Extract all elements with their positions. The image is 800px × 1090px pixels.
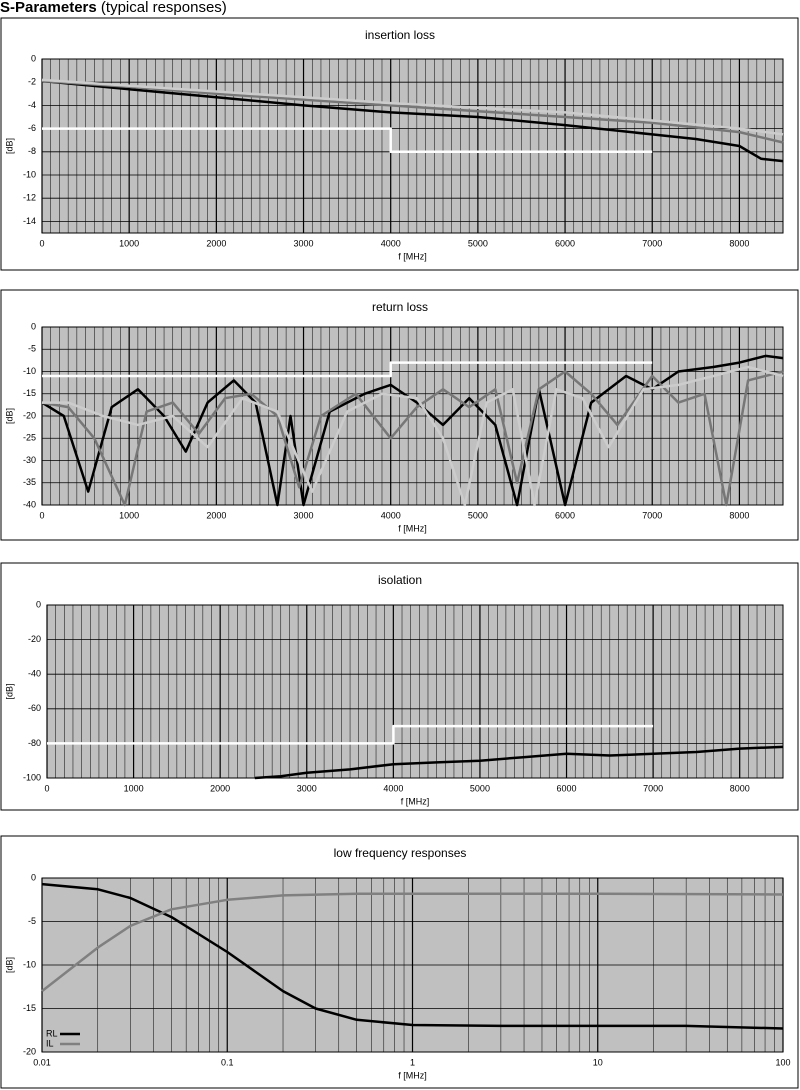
x-axis-label: f [MHz] — [401, 796, 430, 806]
x-tick-label: 6000 — [557, 783, 577, 793]
x-axis-label: f [MHz] — [398, 1070, 427, 1080]
x-tick-label: 3000 — [294, 238, 314, 248]
chart-title: insertion loss — [365, 28, 435, 42]
y-tick-label: -10 — [23, 959, 36, 969]
y-axis-label: [dB] — [4, 683, 14, 699]
y-tick-label: -20 — [28, 634, 41, 644]
header-subtitle: (typical responses) — [101, 0, 227, 16]
y-tick-label: -2 — [28, 77, 36, 87]
y-tick-label: -25 — [23, 433, 36, 443]
legend-label: IL — [46, 1038, 54, 1048]
y-tick-label: -12 — [23, 193, 36, 203]
data-line — [41, 892, 784, 993]
y-tick-label: -20 — [23, 1046, 36, 1056]
header-title: S-Parameters — [0, 0, 97, 16]
y-axis-label: [dB] — [4, 408, 14, 424]
chart-title: isolation — [378, 573, 422, 587]
x-tick-label: 3000 — [297, 783, 317, 793]
y-tick-label: 0 — [31, 872, 36, 882]
x-tick-label: 1 — [410, 1057, 415, 1067]
y-tick-label: -80 — [28, 738, 41, 748]
y-tick-label: -14 — [23, 216, 36, 226]
x-tick-label: 8000 — [729, 238, 749, 248]
data-line — [41, 79, 784, 144]
y-tick-label: -100 — [23, 772, 41, 782]
y-tick-label: -20 — [23, 410, 36, 420]
data-line — [41, 78, 784, 136]
x-tick-label: 0 — [39, 510, 44, 520]
data-line — [254, 745, 784, 780]
y-tick-label: 0 — [36, 599, 41, 609]
y-axis-label: [dB] — [4, 138, 14, 154]
x-tick-label: 5000 — [468, 510, 488, 520]
x-tick-label: 7000 — [642, 238, 662, 248]
x-tick-label: 8000 — [730, 783, 750, 793]
plot-area — [41, 58, 784, 234]
x-tick-label: 7000 — [643, 783, 663, 793]
x-tick-label: 5000 — [468, 238, 488, 248]
data-line — [42, 361, 653, 378]
y-tick-label: -5 — [28, 916, 36, 926]
x-tick-label: 5000 — [470, 783, 490, 793]
chart-title: low frequency responses — [334, 846, 467, 860]
x-tick-label: 1000 — [124, 783, 144, 793]
x-tick-label: 2000 — [210, 783, 230, 793]
x-tick-label: 0.01 — [33, 1057, 51, 1067]
y-tick-label: -15 — [23, 388, 36, 398]
y-tick-label: -15 — [23, 1003, 36, 1013]
x-tick-label: 2000 — [206, 510, 226, 520]
x-axis-label: f [MHz] — [398, 251, 427, 261]
x-tick-label: 7000 — [642, 510, 662, 520]
y-tick-label: 0 — [31, 53, 36, 63]
legend-label: RL — [46, 1028, 58, 1038]
data-line — [41, 882, 784, 1030]
y-tick-label: 0 — [31, 321, 36, 331]
y-tick-label: -40 — [23, 499, 36, 509]
y-tick-label: -40 — [28, 669, 41, 679]
data-line — [41, 79, 784, 163]
x-tick-label: 8000 — [729, 510, 749, 520]
x-axis-label: f [MHz] — [398, 523, 427, 533]
y-tick-label: -10 — [23, 366, 36, 376]
y-axis-label: [dB] — [4, 957, 14, 973]
x-tick-label: 4000 — [383, 783, 403, 793]
plot-area — [46, 604, 784, 779]
data-line — [47, 724, 654, 745]
x-tick-label: 1000 — [119, 238, 139, 248]
x-tick-label: 6000 — [555, 238, 575, 248]
header: S-Parameters (typical responses) — [0, 0, 227, 16]
x-tick-label: 4000 — [381, 510, 401, 520]
x-tick-label: 3000 — [294, 510, 314, 520]
y-tick-label: -60 — [28, 703, 41, 713]
x-tick-label: 1000 — [119, 510, 139, 520]
y-tick-label: -6 — [28, 123, 36, 133]
chart-title: return loss — [372, 300, 428, 314]
y-tick-label: -8 — [28, 146, 36, 156]
y-tick-label: -30 — [23, 455, 36, 465]
x-tick-label: 0.1 — [221, 1057, 234, 1067]
y-tick-label: -4 — [28, 100, 36, 110]
x-tick-label: 10 — [593, 1057, 603, 1067]
y-tick-label: -10 — [23, 169, 36, 179]
data-line — [42, 127, 653, 154]
x-tick-label: 0 — [44, 783, 49, 793]
x-tick-label: 100 — [775, 1057, 790, 1067]
x-tick-label: 6000 — [555, 510, 575, 520]
x-tick-label: 2000 — [206, 238, 226, 248]
x-tick-label: 4000 — [381, 238, 401, 248]
y-tick-label: -5 — [28, 344, 36, 354]
x-tick-label: 0 — [39, 238, 44, 248]
y-tick-label: -35 — [23, 477, 36, 487]
data-line — [41, 370, 784, 507]
data-line — [42, 365, 784, 507]
